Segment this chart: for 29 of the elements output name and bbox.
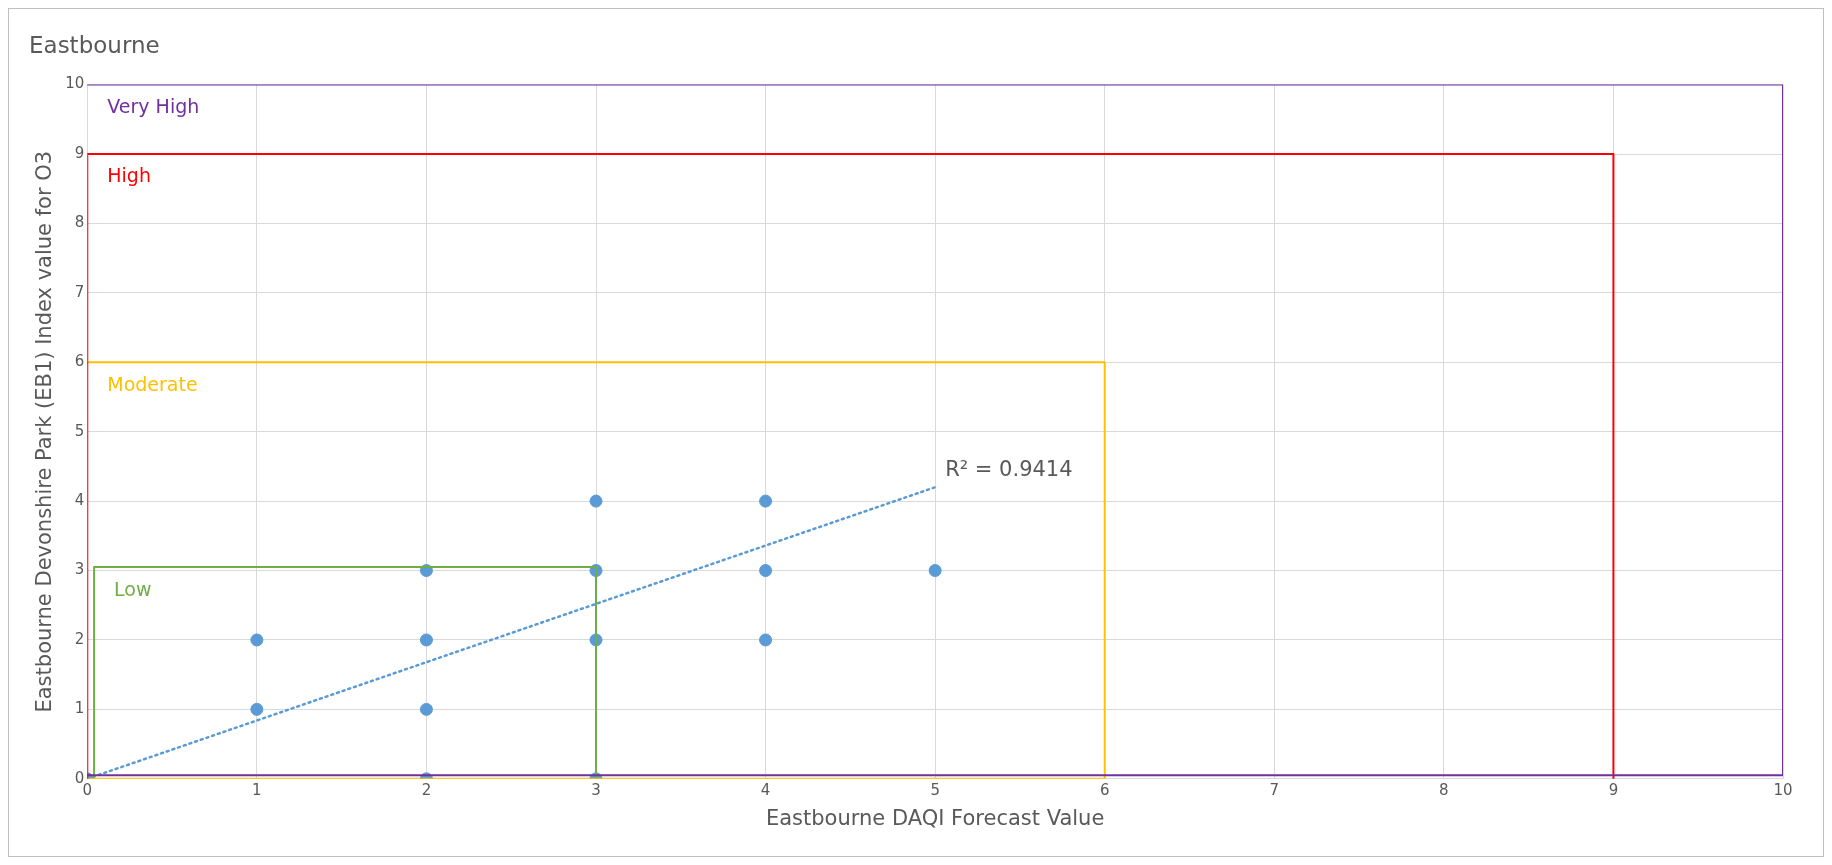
y-tick-label: 3 — [74, 560, 85, 579]
x-tick-label: 3 — [591, 780, 601, 799]
x-tick-label: 10 — [1773, 780, 1793, 799]
y-tick-label: 4 — [74, 491, 85, 510]
y-axis-title: Eastbourne Devonshire Park (EB1) Index value for O3 — [32, 150, 57, 713]
series-label: High — [107, 164, 151, 187]
x-tick-label: 2 — [421, 780, 432, 799]
x-tick-label: 1 — [252, 780, 262, 799]
y-tick-label: 5 — [74, 421, 85, 440]
x-axis-title: Eastbourne DAQI Forecast Value — [765, 805, 1105, 830]
y-tick-label: 9 — [74, 143, 85, 162]
x-tick-label: 6 — [1099, 780, 1110, 799]
x-tick-label: 4 — [760, 780, 771, 799]
x-tick-label: 5 — [930, 780, 940, 799]
x-tick-label: 9 — [1608, 780, 1619, 799]
y-tick-label: 0 — [74, 768, 85, 787]
chart-title: Eastbourne — [29, 31, 160, 58]
y-tick-label: 10 — [65, 74, 85, 93]
y-tick-label: 1 — [74, 699, 85, 718]
y-tick-label: 2 — [74, 629, 85, 648]
annotation: R² = 0.9414 — [945, 457, 1073, 482]
series-label: Very High — [107, 95, 200, 118]
y-tick-label: 8 — [74, 213, 85, 232]
x-tick-label: 7 — [1269, 780, 1280, 799]
y-tick-label: 7 — [74, 282, 85, 301]
series-label: Low — [114, 577, 152, 600]
series-label: Moderate — [107, 372, 198, 395]
y-tick-label: 6 — [74, 352, 85, 371]
x-tick-label: 8 — [1439, 780, 1449, 799]
